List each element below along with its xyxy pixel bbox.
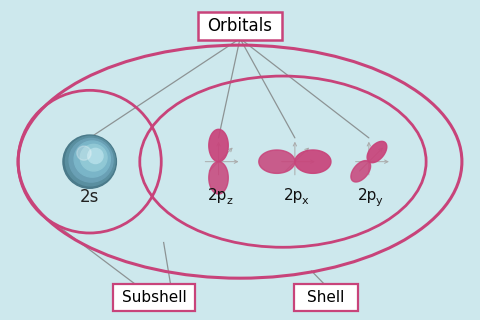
Circle shape [88, 148, 103, 164]
Text: z: z [226, 196, 232, 206]
FancyBboxPatch shape [113, 284, 195, 310]
Circle shape [65, 136, 115, 186]
Polygon shape [351, 161, 371, 182]
Text: 2p: 2p [358, 188, 378, 204]
Text: Orbitals: Orbitals [207, 17, 273, 35]
FancyBboxPatch shape [294, 284, 358, 310]
Polygon shape [209, 129, 228, 162]
Circle shape [69, 138, 113, 182]
Text: Subshell: Subshell [122, 290, 186, 305]
Text: Shell: Shell [307, 290, 345, 305]
Text: 2s: 2s [80, 188, 99, 206]
Text: x: x [302, 196, 309, 206]
Circle shape [74, 141, 110, 177]
Text: y: y [376, 196, 383, 206]
Circle shape [63, 135, 116, 188]
Circle shape [80, 144, 107, 171]
Polygon shape [367, 141, 387, 163]
FancyBboxPatch shape [198, 12, 282, 40]
Polygon shape [259, 150, 295, 173]
Polygon shape [209, 162, 228, 194]
Circle shape [77, 146, 91, 160]
Text: 2p: 2p [284, 188, 304, 204]
Text: 2p: 2p [208, 188, 227, 204]
Polygon shape [295, 150, 331, 173]
